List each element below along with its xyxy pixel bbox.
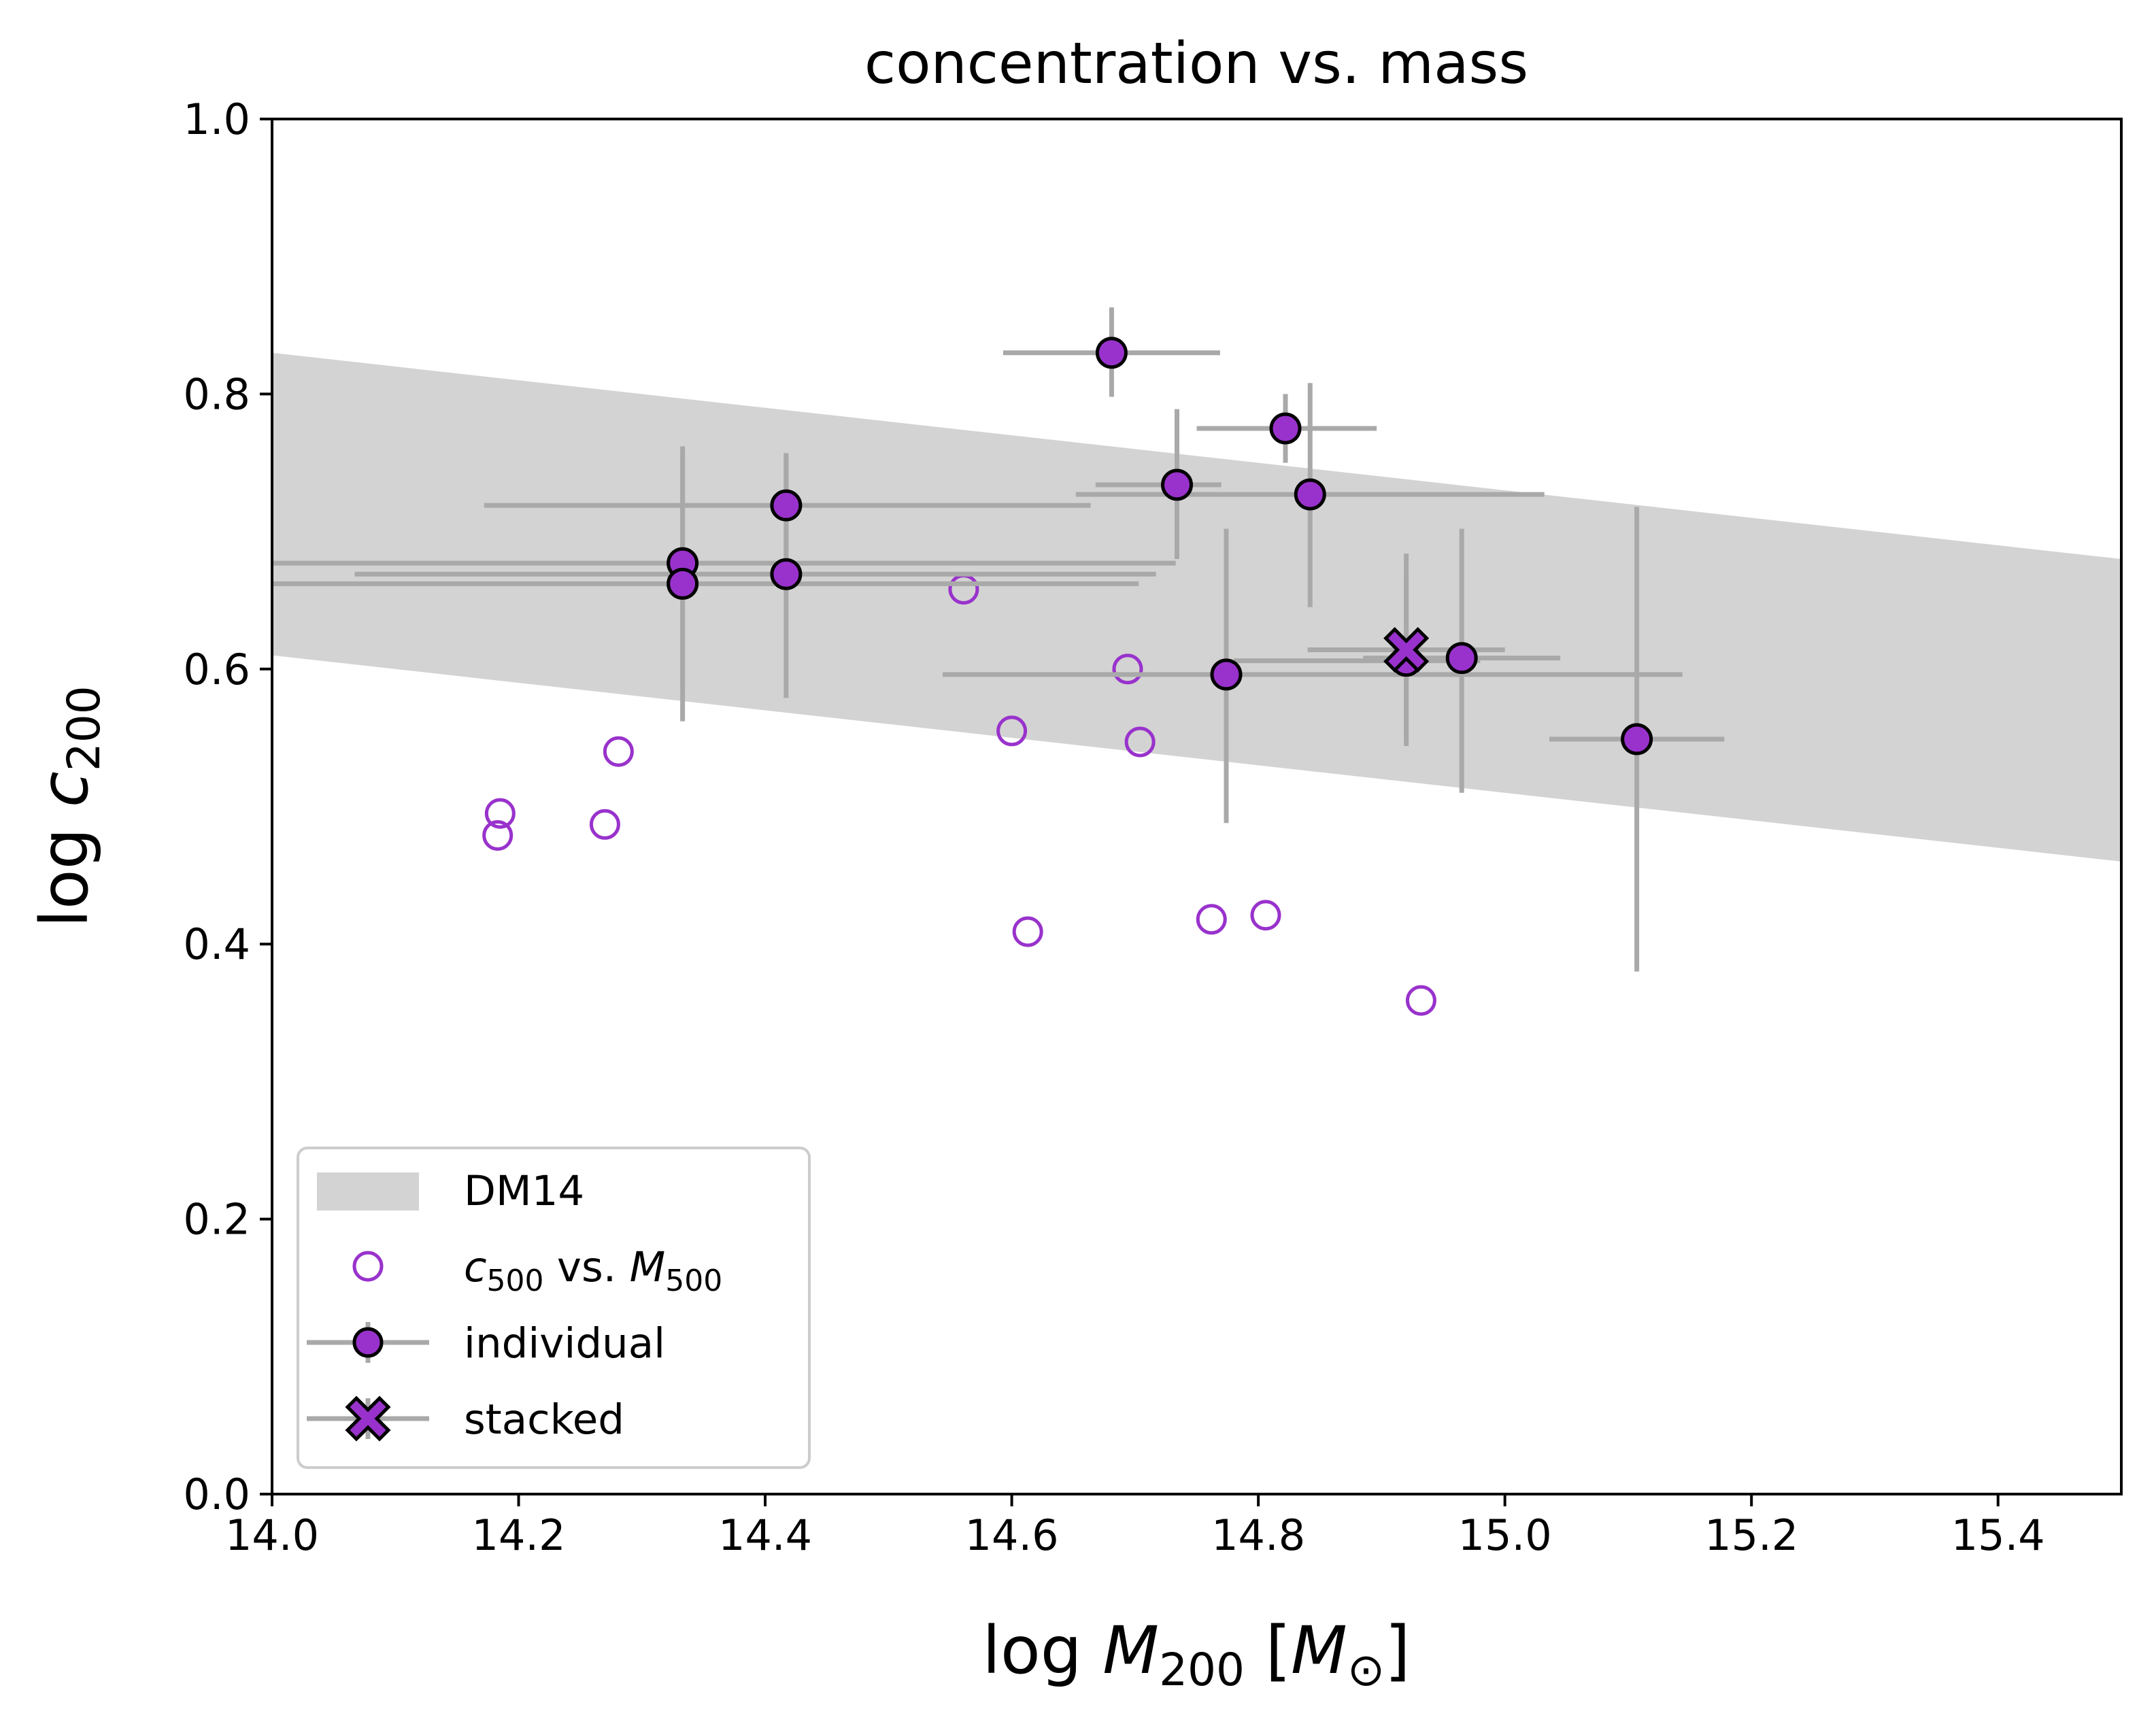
y-axis-label: log c200 (27, 686, 110, 928)
open-point (1124, 726, 1156, 758)
y-tick-label: 0.8 (183, 369, 250, 419)
x-tick-label: 14.2 (472, 1510, 566, 1560)
legend-label-band: DM14 (464, 1167, 584, 1215)
individual-point (1621, 723, 1653, 756)
x-tick-label: 14.0 (225, 1510, 319, 1560)
legend-swatch-band (317, 1172, 419, 1211)
open-point (1012, 916, 1043, 947)
legend-marker-stacked (345, 1395, 391, 1442)
x-tick-label: 14.8 (1211, 1510, 1305, 1560)
legend-label-open: c500 vs. M500 (464, 1243, 722, 1298)
x-tick-label: 14.4 (718, 1510, 812, 1560)
legend-marker-individual (352, 1327, 384, 1358)
individual-point (770, 489, 803, 522)
individual-point (770, 558, 803, 590)
y-axis: 0.0 0.2 0.4 0.6 0.8 1.0 (183, 95, 272, 1519)
axes-frame (271, 118, 2123, 1495)
open-point (603, 736, 634, 767)
x-tick-label: 15.0 (1458, 1510, 1552, 1560)
individual-point (1160, 469, 1193, 501)
y-tick-label: 0.0 (183, 1470, 250, 1519)
legend-marker-open (352, 1251, 384, 1282)
y-tick-label: 1.0 (183, 95, 250, 144)
open-point (1112, 654, 1143, 685)
individual-point (1095, 337, 1128, 369)
x-axis-label: log M200 [M⊙] (982, 1612, 1410, 1696)
y-tick-label: 0.6 (183, 645, 250, 694)
x-tick-label: 15.4 (1951, 1510, 2045, 1560)
x-tick-label: 14.6 (965, 1510, 1059, 1560)
open-point (482, 819, 513, 851)
individual-point (1210, 658, 1243, 691)
legend: DM14 c500 vs. M500 individual stacked (297, 1147, 811, 1469)
individual-point (1269, 412, 1302, 445)
individual-point (1294, 478, 1326, 511)
stacked-point (1383, 626, 1430, 673)
individual-point (667, 567, 699, 600)
y-tick-label: 0.4 (183, 919, 250, 969)
chart-title: concentration vs. mass (864, 30, 1528, 97)
open-point (996, 715, 1028, 747)
open-point (1405, 985, 1436, 1016)
dm14-band (272, 352, 2121, 862)
plot-area (272, 307, 2121, 1016)
legend-box (297, 1147, 811, 1469)
open-point (1250, 900, 1281, 931)
y-tick-label: 0.2 (183, 1195, 250, 1245)
legend-label-stacked: stacked (464, 1395, 624, 1444)
legend-label-individual: individual (464, 1319, 665, 1368)
x-tick-label: 15.2 (1704, 1510, 1798, 1560)
individual-point (1445, 642, 1478, 675)
x-axis: 14.0 14.2 14.4 14.6 14.8 15.0 15.2 15.4 (225, 1494, 2045, 1560)
open-point (589, 809, 620, 840)
open-point (1196, 904, 1227, 935)
open-point (484, 798, 516, 829)
